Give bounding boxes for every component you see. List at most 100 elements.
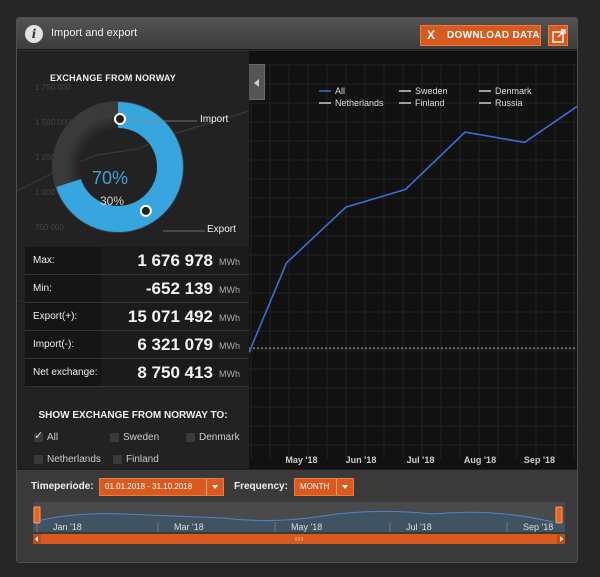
ghost-axis-label: 1 000 000 xyxy=(35,188,71,197)
download-data-button[interactable]: X DOWNLOAD DATA xyxy=(420,25,541,46)
import-label: Import xyxy=(200,114,229,125)
checkbox-label: Netherlands xyxy=(47,454,101,465)
legend-item[interactable]: Sweden xyxy=(399,86,448,96)
legend-item[interactable]: Denmark xyxy=(479,86,532,96)
stat-row-export: Export(+): 15 071 492 MWh xyxy=(25,303,249,331)
checkbox-box xyxy=(109,432,120,443)
frequency-value: MONTH xyxy=(300,482,330,491)
navigator-tick-label: Jul '18 xyxy=(406,522,432,532)
stat-value: 6 321 079 xyxy=(137,335,213,354)
checkmark-icon: ✓ xyxy=(34,430,44,442)
frequency-label: Frequency: xyxy=(234,481,288,492)
checkbox-label: All xyxy=(47,432,59,443)
stat-row-import: Import(-): 6 321 079 MWh xyxy=(25,331,249,359)
checkbox-box xyxy=(33,432,44,443)
x-tick-label: Aug '18 xyxy=(464,455,496,465)
export-marker xyxy=(139,204,152,217)
donut-title: EXCHANGE FROM NORWAY xyxy=(49,73,176,83)
import-marker xyxy=(114,113,126,125)
navigator-tick-label: Jan '18 xyxy=(53,522,82,532)
scroll-right-icon xyxy=(560,536,563,542)
filter-checkbox-finland[interactable]: Finland xyxy=(112,453,182,467)
timeperiod-select[interactable]: 01.01.2018 - 31.10.2018 xyxy=(99,478,224,496)
import-export-widget: i Import and export X DOWNLOAD DATA 1 75… xyxy=(16,17,578,563)
import-percent: 30% xyxy=(100,194,125,208)
legend-item[interactable]: Netherlands xyxy=(319,98,384,108)
navigator-area xyxy=(33,511,565,532)
download-data-label: DOWNLOAD DATA xyxy=(447,30,540,41)
stat-label: Export(+): xyxy=(25,303,101,330)
time-navigator[interactable]: Jan '18 Mar '18 May '18 Jul '18 Sep '18 xyxy=(33,502,565,552)
checkbox-box xyxy=(33,454,44,465)
stat-row-min: Min: -652 139 MWh xyxy=(25,275,249,303)
legend-item[interactable]: All xyxy=(319,86,345,96)
legend-label: Sweden xyxy=(415,86,448,96)
checkbox-label: Denmark xyxy=(199,432,240,443)
line-chart: All Sweden Denmark Netherlands Finland Russia… xyxy=(248,63,577,465)
navigator-line xyxy=(33,510,554,523)
info-icon[interactable]: i xyxy=(25,25,43,43)
legend-label: Denmark xyxy=(495,86,532,96)
stat-unit: MWh xyxy=(219,369,240,379)
export-label: Export xyxy=(207,224,236,235)
filter-checkbox-netherlands[interactable]: Netherlands xyxy=(33,453,109,467)
chevron-left-icon xyxy=(254,79,259,87)
stat-row-max: Max: 1 676 978 MWh xyxy=(25,247,249,275)
stat-row-net: Net exchange: 8 750 413 MWh xyxy=(25,359,249,387)
legend-label: Russia xyxy=(495,98,523,108)
ghost-axis-label: 750 000 xyxy=(35,223,64,232)
stat-label: Min: xyxy=(25,275,101,302)
chevron-down-icon xyxy=(336,479,353,495)
timeperiod-value: 01.01.2018 - 31.10.2018 xyxy=(105,482,193,491)
stat-value: 15 071 492 xyxy=(127,307,213,326)
export-percent: 70% xyxy=(92,168,129,188)
navigator-handle-right[interactable] xyxy=(555,506,563,524)
stat-value: 1 676 978 xyxy=(137,251,213,270)
legend-item[interactable]: Russia xyxy=(479,98,523,108)
exchange-chart: All Sweden Denmark Netherlands Finland Russia… xyxy=(248,51,577,469)
export-arc xyxy=(56,102,183,232)
ghost-axis-label: 1 750 000 xyxy=(35,83,71,92)
exchange-donut xyxy=(52,101,184,233)
navigator-handle-left[interactable] xyxy=(33,506,41,524)
checkbox-box xyxy=(112,454,123,465)
legend-item[interactable]: Finland xyxy=(399,98,445,108)
stat-unit: MWh xyxy=(219,313,240,323)
excel-icon: X xyxy=(427,28,436,42)
filter-checkbox-all[interactable]: ✓ All xyxy=(33,430,83,445)
checkbox-box xyxy=(185,432,196,443)
stat-label: Import(-): xyxy=(25,331,101,358)
frequency-select[interactable]: MONTH xyxy=(294,478,354,496)
stats-table: Max: 1 676 978 MWh Min: -652 139 MWh Exp… xyxy=(25,247,249,387)
legend-label: All xyxy=(335,86,345,96)
summary-panel: 1 750 000 1 500 000 1 250 000 1 000 000 750 … xyxy=(17,51,249,469)
legend-label: Netherlands xyxy=(335,98,384,108)
x-tick-label: Jun '18 xyxy=(346,455,377,465)
widget-title: Import and export xyxy=(51,27,138,39)
stat-label: Max: xyxy=(25,247,101,274)
scrollbar-grip-icon xyxy=(295,537,303,541)
stat-value: 8 750 413 xyxy=(137,363,213,382)
popout-button[interactable] xyxy=(548,25,568,46)
scroll-left-icon xyxy=(35,536,38,542)
widget-header: i Import and export X DOWNLOAD DATA xyxy=(17,18,577,50)
series-line-all xyxy=(248,105,577,353)
filter-checkbox-sweden[interactable]: Sweden xyxy=(109,431,179,445)
navigator-tick-label: Sep '18 xyxy=(523,522,553,532)
stat-unit: MWh xyxy=(219,285,240,295)
time-controls: Timeperiode: 01.01.2018 - 31.10.2018 Fre… xyxy=(17,469,577,562)
navigator-tick-label: Mar '18 xyxy=(174,522,204,532)
stat-unit: MWh xyxy=(219,341,240,351)
checkbox-label: Finland xyxy=(126,454,159,465)
popout-icon xyxy=(552,29,566,43)
x-tick-label: Jul '18 xyxy=(407,455,435,465)
x-tick-label: May '18 xyxy=(285,455,317,465)
x-tick-label: Sep '18 xyxy=(524,455,555,465)
filter-checkbox-denmark[interactable]: Denmark xyxy=(185,431,247,445)
stat-label: Net exchange: xyxy=(25,359,101,386)
checkbox-label: Sweden xyxy=(123,432,160,443)
collapse-panel-button[interactable] xyxy=(249,64,265,100)
stat-value: -652 139 xyxy=(145,279,213,298)
filter-title: SHOW EXCHANGE FROM NORWAY TO: xyxy=(38,410,228,421)
legend-label: Finland xyxy=(415,98,445,108)
